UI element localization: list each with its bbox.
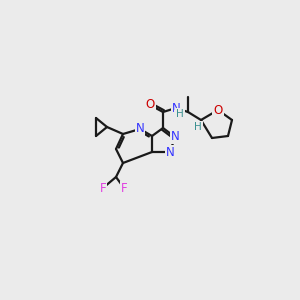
- Text: N: N: [166, 146, 174, 158]
- Text: F: F: [121, 182, 127, 194]
- Text: O: O: [146, 98, 154, 112]
- Text: H: H: [194, 122, 202, 132]
- Text: F: F: [100, 182, 106, 194]
- Text: H: H: [175, 111, 183, 121]
- Text: O: O: [213, 103, 223, 116]
- Text: N: N: [172, 101, 180, 115]
- Text: N: N: [136, 122, 144, 136]
- Text: H: H: [176, 109, 184, 119]
- Text: N: N: [171, 130, 179, 143]
